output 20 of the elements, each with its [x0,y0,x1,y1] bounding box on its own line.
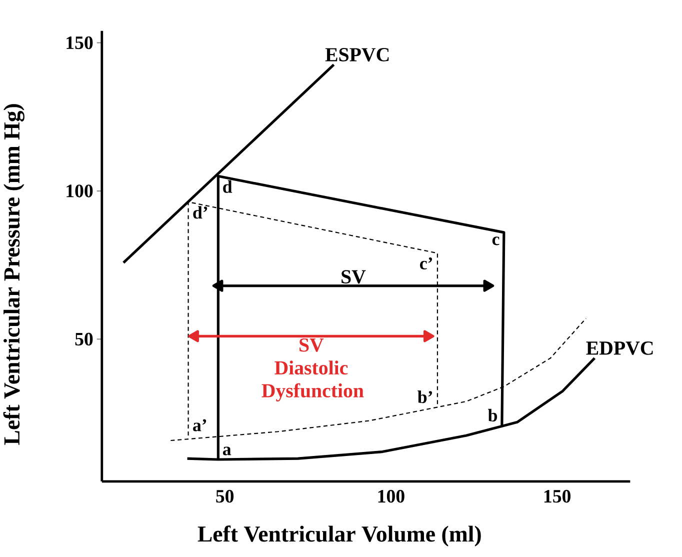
annotation: a [222,446,232,456]
annotation: d’ [193,206,208,219]
series-label: EDPVC [586,341,653,355]
x-tick-label: 100 [378,490,404,503]
series-label: SV [342,270,366,284]
annotation: c [492,236,500,246]
series-label: SV Diastolic Dysfunction [262,338,364,402]
y-tick-label: 100 [66,184,93,198]
x-tick-label: 50 [216,490,234,503]
annotation: b [488,408,498,422]
annotation: d [223,180,232,193]
y-tick-label: 50 [75,332,93,346]
series-label: ESPVC [325,48,389,62]
annotation: b’ [418,390,432,404]
y-axis-title: Left Ventricular Pressure (mm Hg) [3,104,24,445]
x-axis-title: Left Ventricular Volume (ml) [198,525,481,546]
y-tick-label: 150 [66,36,93,50]
annotation: c’ [420,257,432,270]
x-tick-label: 150 [544,490,570,503]
annotation: a’ [193,419,206,432]
